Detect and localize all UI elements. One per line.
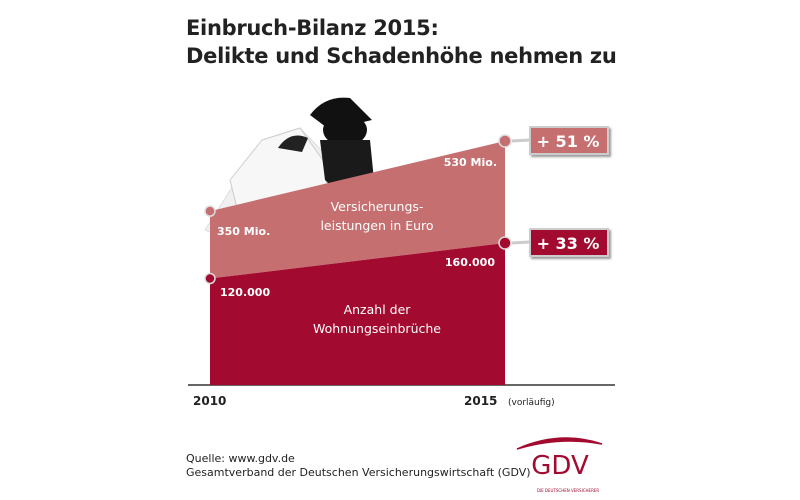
data-point-versicherungsleistungen-2015 xyxy=(498,134,512,148)
title-line-1: Einbruch-Bilanz 2015: xyxy=(186,16,439,40)
gdv-logo: GDV DIE DEUTSCHEN VERSICHERER xyxy=(516,437,603,493)
badge-lower: + 33 % xyxy=(511,228,609,257)
source-note: Quelle: www.gdv.de Gesamtverband der Deu… xyxy=(186,452,531,480)
series-label-upper-2: leistungen in Euro xyxy=(320,218,433,233)
value-label-350: 350 Mio. xyxy=(217,225,270,238)
series-label-lower-1: Anzahl der xyxy=(344,302,412,317)
title-line-2: Delikte und Schadenhöhe nehmen zu xyxy=(186,44,617,68)
logo-text: GDV xyxy=(531,451,589,481)
area-wohnungseinbrueche xyxy=(210,243,505,385)
data-point-wohnungseinbrueche-2010 xyxy=(204,272,216,285)
x-tick-suffix: (vorläufig) xyxy=(508,398,555,408)
x-tick-2015: 2015 xyxy=(464,394,497,408)
badge-upper: + 51 % xyxy=(511,126,609,155)
area-versicherungsleistungen xyxy=(210,141,505,279)
change-label-upper: + 51 % xyxy=(537,132,600,151)
logo-subtext: DIE DEUTSCHEN VERSICHERER xyxy=(537,488,600,493)
data-point-versicherungsleistungen-2010 xyxy=(204,205,216,217)
series-label-upper-1: Versicherungs- xyxy=(331,199,424,214)
value-label-120000: 120.000 xyxy=(220,286,270,299)
source-line-2: Gesamtverband der Deutschen Versicherung… xyxy=(186,466,531,479)
series-label-lower-2: Wohnungseinbrüche xyxy=(313,321,441,336)
x-tick-2010: 2010 xyxy=(193,394,226,408)
chart-title: Einbruch-Bilanz 2015: Delikte und Schade… xyxy=(186,14,617,70)
data-point-wohnungseinbrueche-2015 xyxy=(498,236,512,250)
value-label-530: 530 Mio. xyxy=(444,156,497,169)
change-label-lower: + 33 % xyxy=(537,234,600,253)
source-line-1: Quelle: www.gdv.de xyxy=(186,452,295,465)
value-label-160000: 160.000 xyxy=(445,256,495,269)
